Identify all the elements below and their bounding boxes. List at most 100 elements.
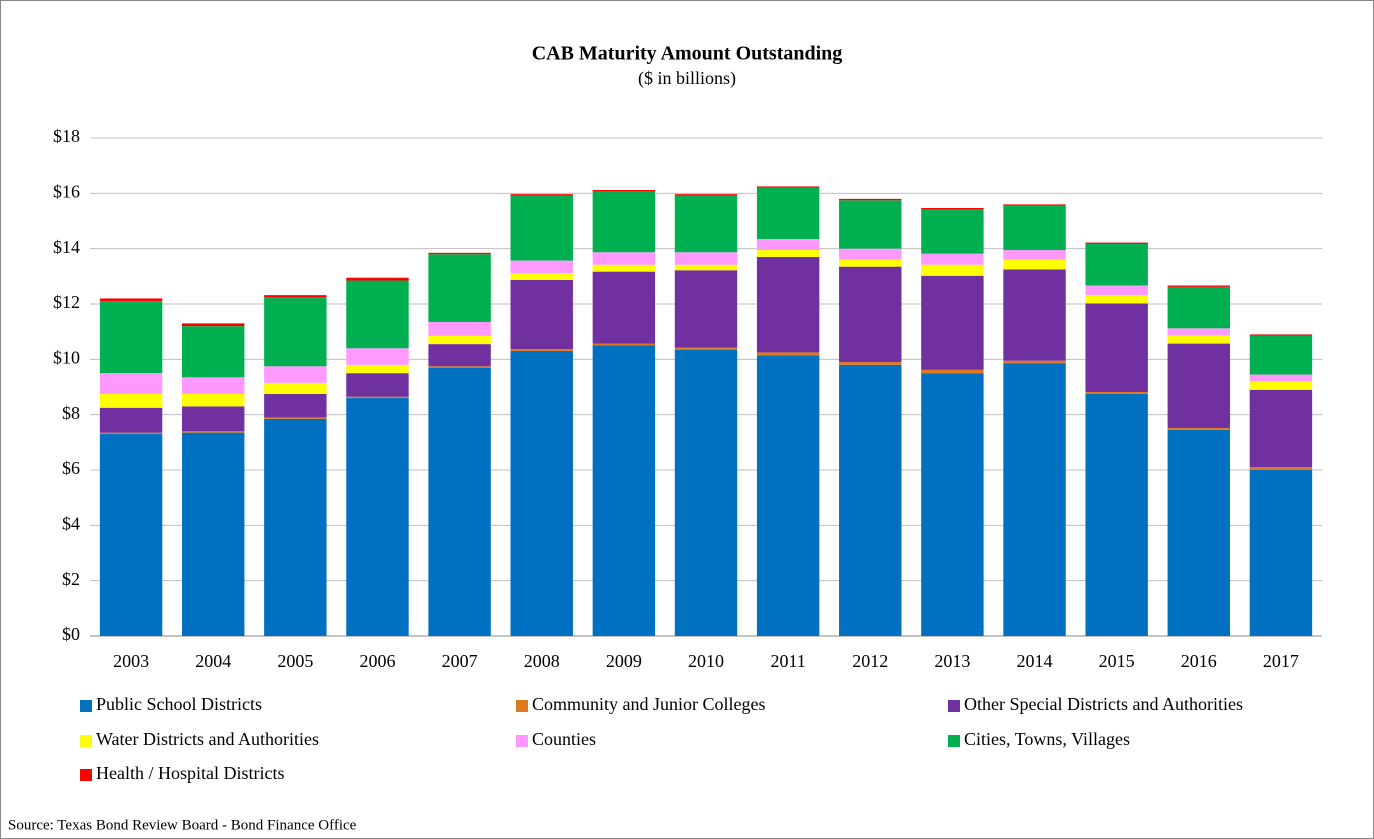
bar-segment xyxy=(428,252,491,255)
bar-segment xyxy=(1085,242,1148,244)
y-tick-label: $0 xyxy=(62,624,80,644)
bar-segment xyxy=(346,396,409,399)
bar-segment xyxy=(839,248,902,260)
bar-segment xyxy=(510,260,573,274)
bar-segment xyxy=(1167,343,1231,428)
bar-segment xyxy=(428,321,491,336)
y-tick-label: $6 xyxy=(62,458,80,478)
x-tick-label: 2016 xyxy=(1181,651,1217,671)
legend-swatch xyxy=(80,700,92,712)
legend-label: Cities, Towns, Villages xyxy=(964,729,1130,749)
bar-segment xyxy=(756,186,820,188)
bar-segment xyxy=(921,207,984,210)
bar-segment xyxy=(99,434,163,636)
bar-segment xyxy=(181,377,245,394)
bar-segment xyxy=(264,295,327,298)
bar-segment xyxy=(428,366,491,368)
bar-segment xyxy=(592,264,656,272)
bar-segment xyxy=(99,373,163,394)
bar-segment xyxy=(921,209,984,254)
y-tick-label: $16 xyxy=(53,181,80,201)
bar-segment xyxy=(181,323,245,327)
bar-segment xyxy=(264,366,327,383)
x-tick-label: 2013 xyxy=(934,651,970,671)
legend-label: Counties xyxy=(532,729,596,749)
bar-segment xyxy=(592,343,656,346)
y-tick-label: $8 xyxy=(62,403,80,423)
bar-segment xyxy=(1003,250,1066,260)
bar-segment xyxy=(264,382,327,394)
bar-segment xyxy=(264,418,327,636)
bar-segment xyxy=(99,407,163,433)
x-tick-label: 2015 xyxy=(1099,651,1135,671)
bar-segment xyxy=(99,301,163,374)
legend-swatch xyxy=(948,700,960,712)
bar-segment xyxy=(510,351,573,636)
bar-segment xyxy=(181,326,245,378)
bar-segment xyxy=(1003,205,1066,251)
x-tick-label: 2003 xyxy=(113,651,149,671)
bar-segment xyxy=(1085,243,1148,286)
bar-segment xyxy=(99,298,163,302)
legend-swatch xyxy=(80,769,92,781)
bar-segment xyxy=(1085,393,1148,636)
bar-segment xyxy=(839,364,902,636)
bar-segment xyxy=(346,348,409,365)
bar-segment xyxy=(756,187,820,239)
bar-segment xyxy=(839,362,902,365)
bar-segment xyxy=(592,191,656,253)
legend-label: Health / Hospital Districts xyxy=(96,763,284,783)
bar-segment xyxy=(1003,269,1066,361)
bar-segment xyxy=(510,195,573,261)
bar-segment xyxy=(510,349,573,352)
bar-segment xyxy=(1167,427,1231,430)
bar-segment xyxy=(181,406,245,432)
x-tick-label: 2007 xyxy=(442,651,478,671)
legend-label: Water Districts and Authorities xyxy=(96,729,319,749)
bar-segment xyxy=(1003,259,1066,270)
y-tick-label: $2 xyxy=(62,569,80,589)
bar-segment xyxy=(1249,470,1313,636)
bar-segment xyxy=(1249,374,1313,382)
y-tick-label: $10 xyxy=(53,347,80,367)
bar-segment xyxy=(756,256,820,353)
bar-segment xyxy=(1085,295,1148,304)
y-tick-label: $14 xyxy=(53,237,80,257)
bar-segment xyxy=(592,190,656,192)
bar-segment xyxy=(756,355,820,636)
legend-swatch xyxy=(948,735,960,747)
bar-segment xyxy=(674,194,738,196)
bar-segment xyxy=(674,264,738,271)
source-note: Source: Texas Bond Review Board - Bond F… xyxy=(8,817,357,833)
bar-segment xyxy=(839,198,902,201)
bar-segment xyxy=(1085,303,1148,392)
bar-segment xyxy=(756,238,820,251)
bar-segment xyxy=(181,432,245,636)
x-tick-label: 2010 xyxy=(688,651,724,671)
legend-swatch xyxy=(80,735,92,747)
x-tick-label: 2017 xyxy=(1263,651,1299,671)
bar-segment xyxy=(1249,389,1313,468)
bar-segment xyxy=(346,364,409,374)
bar-segment xyxy=(510,279,573,350)
bar-segment xyxy=(1249,381,1313,390)
legend-swatch xyxy=(516,700,528,712)
bar-segment xyxy=(592,345,656,636)
bar-segment xyxy=(99,393,163,408)
bar-segment xyxy=(674,347,738,350)
bar-segment xyxy=(428,344,491,367)
bar-segment xyxy=(1167,429,1231,636)
x-tick-label: 2005 xyxy=(277,651,313,671)
bar-segment xyxy=(346,280,409,349)
bar-segment xyxy=(674,252,738,265)
bar-segment xyxy=(510,273,573,280)
y-tick-label: $12 xyxy=(53,292,80,312)
bar-segment xyxy=(1003,204,1066,206)
bar-segment xyxy=(99,432,163,435)
bar-segment xyxy=(921,369,984,374)
bar-segment xyxy=(921,373,984,636)
legend-label: Community and Junior Colleges xyxy=(532,694,766,714)
bar-segment xyxy=(674,349,738,636)
bar-segment xyxy=(181,393,245,407)
bar-segment xyxy=(674,270,738,348)
